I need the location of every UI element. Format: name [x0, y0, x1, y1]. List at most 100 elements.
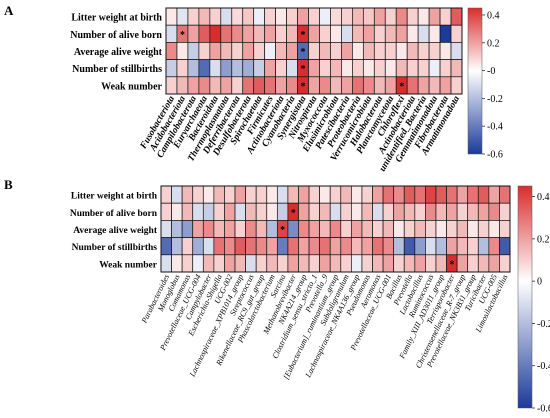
heatmap-cell	[209, 7, 222, 26]
heatmap-cell	[187, 76, 200, 95]
heatmap-cell	[352, 76, 364, 95]
heatmap-cell	[242, 59, 255, 78]
heatmap-cell	[384, 76, 397, 95]
heatmap-cell	[181, 185, 194, 204]
heatmap-cell	[340, 202, 352, 221]
heatmap-cell	[242, 42, 255, 60]
heatmap-frame	[165, 7, 463, 95]
heatmap-cell	[341, 76, 353, 95]
heatmap-cell	[286, 59, 298, 78]
colorbar-tick-label: 0.2	[487, 38, 500, 49]
panel-b-colorbar-ticks: 0.4 0.2 0 -0.2 -0.4 -0.6	[532, 192, 550, 415]
heatmap-cell	[361, 237, 373, 256]
heatmap-cell	[351, 254, 363, 273]
heatmap-cell	[330, 7, 342, 26]
heatmap-cell	[308, 42, 320, 60]
heatmap-cell	[275, 42, 287, 60]
heatmap-cell	[234, 202, 246, 221]
heatmap-cell	[341, 24, 353, 43]
heatmap-cell	[428, 76, 441, 95]
heatmap-cell	[373, 24, 386, 43]
heatmap-cell	[373, 42, 386, 60]
heatmap-cell	[192, 237, 204, 256]
heatmap-cell	[234, 220, 246, 238]
colorbar-tick-label: -0.4	[537, 361, 550, 372]
heatmap-cell	[209, 59, 222, 78]
heatmap-cell	[224, 220, 236, 238]
heatmap-cell	[425, 202, 437, 221]
heatmap-cell	[242, 24, 255, 43]
heatmap-cell	[220, 7, 233, 26]
significance-mark: *	[301, 30, 306, 41]
panel-a-row-labels: Litter weight at birth Number of alive bo…	[70, 13, 162, 93]
heatmap-cell	[382, 220, 395, 238]
heatmap-cell	[160, 237, 172, 256]
heatmap-cell	[220, 42, 233, 60]
heatmap-cell	[414, 237, 426, 256]
heatmap-cell	[446, 220, 458, 238]
significance-mark: *	[301, 81, 306, 92]
heatmap-cell	[488, 254, 500, 273]
heatmap-cell	[192, 202, 204, 221]
heatmap-cell	[395, 7, 408, 26]
heatmap-cell	[450, 59, 463, 78]
heatmap-cell	[298, 254, 310, 273]
heatmap-cell	[209, 42, 222, 60]
heatmap-cell	[446, 202, 458, 221]
heatmap-cell	[450, 7, 463, 26]
heatmap-cell	[220, 59, 233, 78]
heatmap-cell	[382, 202, 395, 221]
heatmap-cell	[220, 76, 233, 95]
heatmap-cell	[165, 7, 178, 26]
heatmap-cell	[319, 42, 331, 60]
heatmap-cell	[428, 42, 441, 60]
heatmap-cell	[171, 202, 183, 221]
heatmap-cell	[428, 7, 441, 26]
panel-b-row-labels: Litter weight at birth Number of alive bo…	[70, 192, 158, 271]
heatmap-cell	[425, 220, 437, 238]
heatmap-cell	[341, 42, 353, 60]
heatmap-cell	[231, 59, 244, 78]
panel-a: A Litter weight at birth Number of alive …	[4, 3, 503, 174]
heatmap-cell	[477, 202, 490, 221]
heatmap-cell	[319, 237, 331, 256]
heatmap-cell	[198, 7, 211, 26]
panel-b-label: B	[4, 177, 13, 192]
heatmap-cell	[329, 254, 342, 273]
heatmap-cell	[403, 220, 416, 238]
heatmap-cell	[224, 202, 236, 221]
significance-mark: *	[280, 225, 285, 236]
heatmap-cell	[361, 185, 373, 204]
heatmap-cell	[395, 42, 408, 60]
heatmap-cell	[373, 76, 386, 95]
heatmap-cell	[467, 220, 479, 238]
heatmap-cell	[165, 24, 178, 43]
heatmap-cell	[264, 42, 276, 60]
heatmap-cell	[297, 7, 309, 26]
heatmap-cell	[165, 76, 178, 95]
heatmap-cell	[202, 254, 215, 273]
heatmap-cell	[242, 76, 255, 95]
heatmap-cell	[340, 185, 352, 204]
heatmap-cell	[224, 237, 236, 256]
significance-mark: *	[180, 30, 185, 41]
heatmap-cell	[213, 220, 225, 238]
significance-mark: *	[301, 64, 306, 75]
heatmap-cell	[499, 202, 511, 221]
heatmap-cell	[202, 220, 215, 238]
heatmap-cell	[287, 254, 299, 273]
heatmap-cell	[245, 237, 257, 256]
panel-b-cells: * * *	[160, 185, 511, 273]
heatmap-cell	[372, 237, 384, 256]
heatmap-cell	[224, 254, 236, 273]
panel-a-label: A	[4, 3, 14, 18]
heatmap-cell	[287, 185, 299, 204]
heatmap-cell	[373, 59, 386, 78]
heatmap-cell	[176, 7, 189, 26]
panel-a-colorbar-ticks: 0.4 0.2 -0 -0.2 -0.4 -0.6	[482, 10, 503, 161]
heatmap-cell	[414, 254, 426, 273]
heatmap-cell	[266, 185, 278, 204]
heatmap-cell	[340, 254, 352, 273]
row-label: Weak number	[101, 81, 162, 92]
